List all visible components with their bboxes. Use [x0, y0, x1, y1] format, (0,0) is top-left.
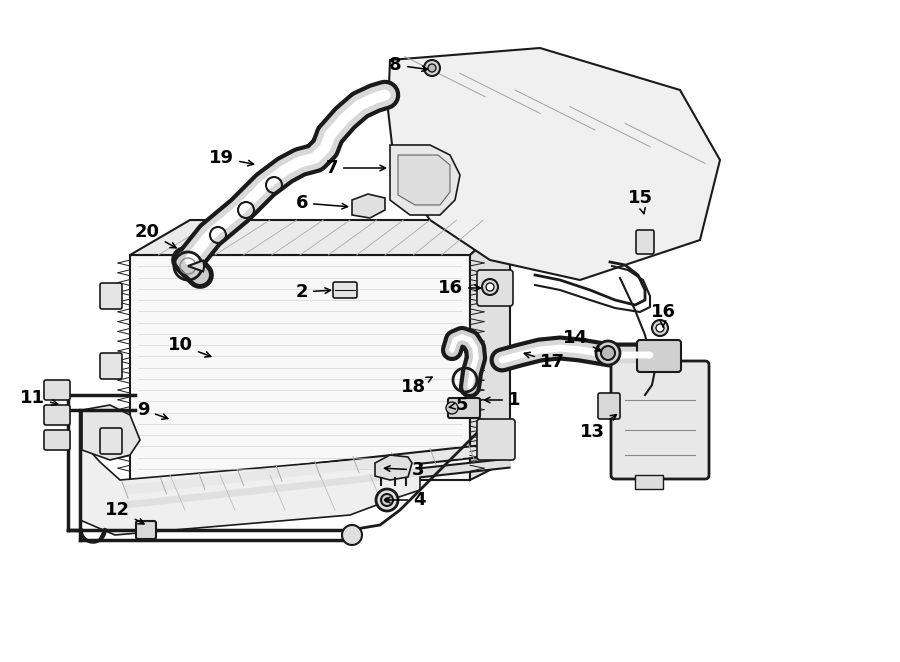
Text: 15: 15 — [627, 189, 652, 214]
Text: 3: 3 — [384, 461, 425, 479]
Text: 20: 20 — [135, 223, 176, 248]
FancyBboxPatch shape — [136, 521, 156, 539]
Circle shape — [424, 60, 440, 76]
FancyBboxPatch shape — [44, 430, 70, 450]
Text: 5: 5 — [449, 396, 469, 414]
Text: 2: 2 — [295, 283, 330, 301]
FancyBboxPatch shape — [44, 405, 70, 425]
Text: 1: 1 — [484, 391, 520, 409]
FancyBboxPatch shape — [636, 230, 654, 254]
FancyBboxPatch shape — [598, 393, 620, 419]
Polygon shape — [470, 220, 510, 480]
Text: 8: 8 — [390, 56, 428, 74]
Polygon shape — [82, 405, 140, 460]
Circle shape — [342, 525, 362, 545]
Text: 10: 10 — [168, 336, 211, 357]
Polygon shape — [388, 48, 720, 280]
Polygon shape — [352, 194, 385, 218]
FancyBboxPatch shape — [100, 283, 122, 309]
Bar — [635, 475, 663, 489]
FancyBboxPatch shape — [477, 419, 515, 460]
Text: 4: 4 — [384, 491, 426, 509]
Circle shape — [656, 324, 664, 332]
Circle shape — [596, 341, 620, 365]
Circle shape — [601, 346, 615, 360]
Wedge shape — [188, 261, 204, 271]
FancyBboxPatch shape — [333, 282, 357, 298]
Circle shape — [446, 402, 458, 414]
Polygon shape — [398, 155, 450, 205]
FancyBboxPatch shape — [637, 340, 681, 372]
Circle shape — [652, 320, 668, 336]
Polygon shape — [130, 220, 510, 255]
FancyBboxPatch shape — [448, 398, 480, 418]
Circle shape — [486, 283, 494, 291]
Polygon shape — [130, 255, 470, 480]
Text: 12: 12 — [105, 501, 144, 524]
Text: 11: 11 — [20, 389, 58, 407]
FancyBboxPatch shape — [611, 361, 709, 479]
FancyBboxPatch shape — [44, 380, 70, 400]
Circle shape — [482, 279, 498, 295]
Text: 7: 7 — [326, 159, 385, 177]
Circle shape — [381, 494, 393, 506]
Text: 13: 13 — [580, 414, 616, 441]
Circle shape — [428, 64, 436, 72]
Text: 17: 17 — [525, 352, 565, 371]
Text: 19: 19 — [209, 149, 254, 167]
Polygon shape — [390, 145, 460, 215]
Polygon shape — [80, 440, 420, 535]
Text: 18: 18 — [400, 377, 432, 396]
Text: 9: 9 — [138, 401, 167, 419]
Text: 6: 6 — [295, 194, 347, 212]
Polygon shape — [375, 455, 412, 480]
Text: 16: 16 — [651, 303, 676, 327]
Text: 14: 14 — [563, 329, 601, 351]
Circle shape — [385, 498, 389, 502]
Circle shape — [376, 489, 398, 511]
FancyBboxPatch shape — [100, 428, 122, 454]
FancyBboxPatch shape — [477, 270, 513, 306]
FancyBboxPatch shape — [100, 353, 122, 379]
Text: 16: 16 — [438, 279, 481, 297]
